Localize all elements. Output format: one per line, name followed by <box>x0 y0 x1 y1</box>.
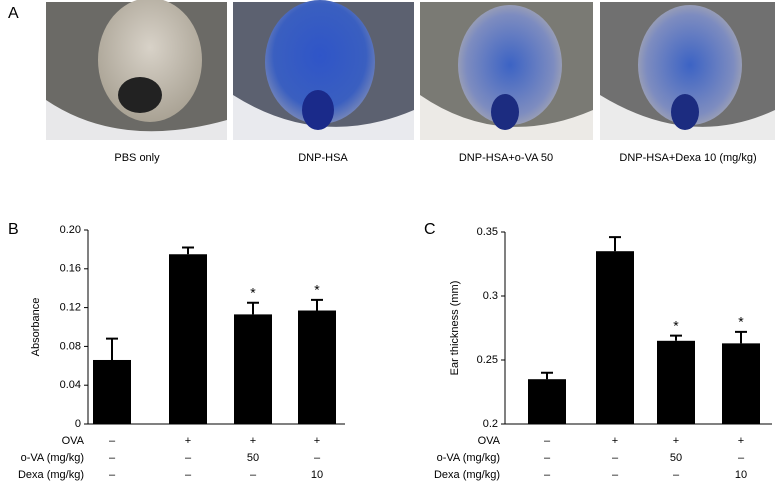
treatment-label: Dexa (mg/kg) <box>434 469 500 481</box>
treatment-value: – <box>612 452 619 464</box>
error-bar <box>311 298 323 311</box>
treatment-value: + <box>673 435 679 447</box>
treatment-label: o-VA (mg/kg) <box>21 452 84 464</box>
treatment-value: + <box>612 435 618 447</box>
treatment-value: – <box>544 469 551 481</box>
bar <box>234 314 272 424</box>
significance-mark: * <box>314 282 320 298</box>
treatment-value: – <box>612 469 619 481</box>
y-tick-label: 0 <box>75 418 81 430</box>
y-tick-label: 0.25 <box>477 354 498 366</box>
treatment-value: – <box>109 469 116 481</box>
treatment-value: – <box>185 452 192 464</box>
treatment-value: – <box>185 469 192 481</box>
treatment-value: – <box>544 452 551 464</box>
treatment-value: 50 <box>670 452 682 464</box>
significance-mark: * <box>673 317 679 333</box>
treatment-label: OVA <box>62 435 85 447</box>
y-tick-label: 0.08 <box>60 340 81 352</box>
treatment-value: + <box>738 435 744 447</box>
y-axis-label: Ear thickness (mm) <box>449 281 461 376</box>
photo-caption: PBS only <box>114 152 160 164</box>
treatment-value: – <box>250 469 257 481</box>
treatment-value: – <box>738 452 745 464</box>
y-tick-label: 0.04 <box>60 379 81 391</box>
y-tick-label: 0.16 <box>60 263 81 275</box>
panel-label: A <box>8 5 19 22</box>
y-tick-label: 0.3 <box>483 290 498 302</box>
bar <box>298 310 336 424</box>
y-tick-label: 0.12 <box>60 302 81 314</box>
treatment-value: 10 <box>735 469 747 481</box>
y-axis-label: Absorbance <box>30 298 42 357</box>
panel-label: C <box>424 221 436 238</box>
y-tick-label: 0.2 <box>483 418 498 430</box>
bar <box>93 359 131 424</box>
y-tick-label: 0.20 <box>60 224 81 236</box>
photos <box>46 0 775 140</box>
y-tick-label: 0.35 <box>477 226 498 238</box>
treatment-value: – <box>673 469 680 481</box>
treatment-value: – <box>109 435 116 447</box>
significance-mark: * <box>250 284 256 300</box>
photo-caption: DNP-HSA <box>298 152 348 164</box>
bar <box>657 340 695 424</box>
bar <box>722 343 760 424</box>
panel-label: B <box>8 221 19 238</box>
treatment-value: – <box>109 452 116 464</box>
treatment-value: 10 <box>311 469 323 481</box>
treatment-value: + <box>314 435 320 447</box>
bar <box>596 251 634 424</box>
error-bar <box>735 330 747 344</box>
error-bar <box>609 236 621 252</box>
error-bar <box>670 334 682 341</box>
photo-caption: DNP-HSA+Dexa 10 (mg/kg) <box>619 152 756 164</box>
significance-mark: * <box>738 314 744 330</box>
treatment-value: 50 <box>247 452 259 464</box>
treatment-value: + <box>185 435 191 447</box>
treatment-label: o-VA (mg/kg) <box>437 452 500 464</box>
treatment-label: OVA <box>478 435 501 447</box>
error-bar <box>182 246 194 255</box>
photo-caption: DNP-HSA+o-VA 50 <box>459 152 553 164</box>
bar <box>528 379 566 424</box>
error-bar <box>247 301 259 315</box>
treatment-value: – <box>544 435 551 447</box>
error-bar <box>541 371 553 380</box>
treatment-label: Dexa (mg/kg) <box>18 469 84 481</box>
bar <box>169 254 207 424</box>
treatment-value: – <box>314 452 321 464</box>
treatment-value: + <box>250 435 256 447</box>
error-bar <box>106 337 118 360</box>
